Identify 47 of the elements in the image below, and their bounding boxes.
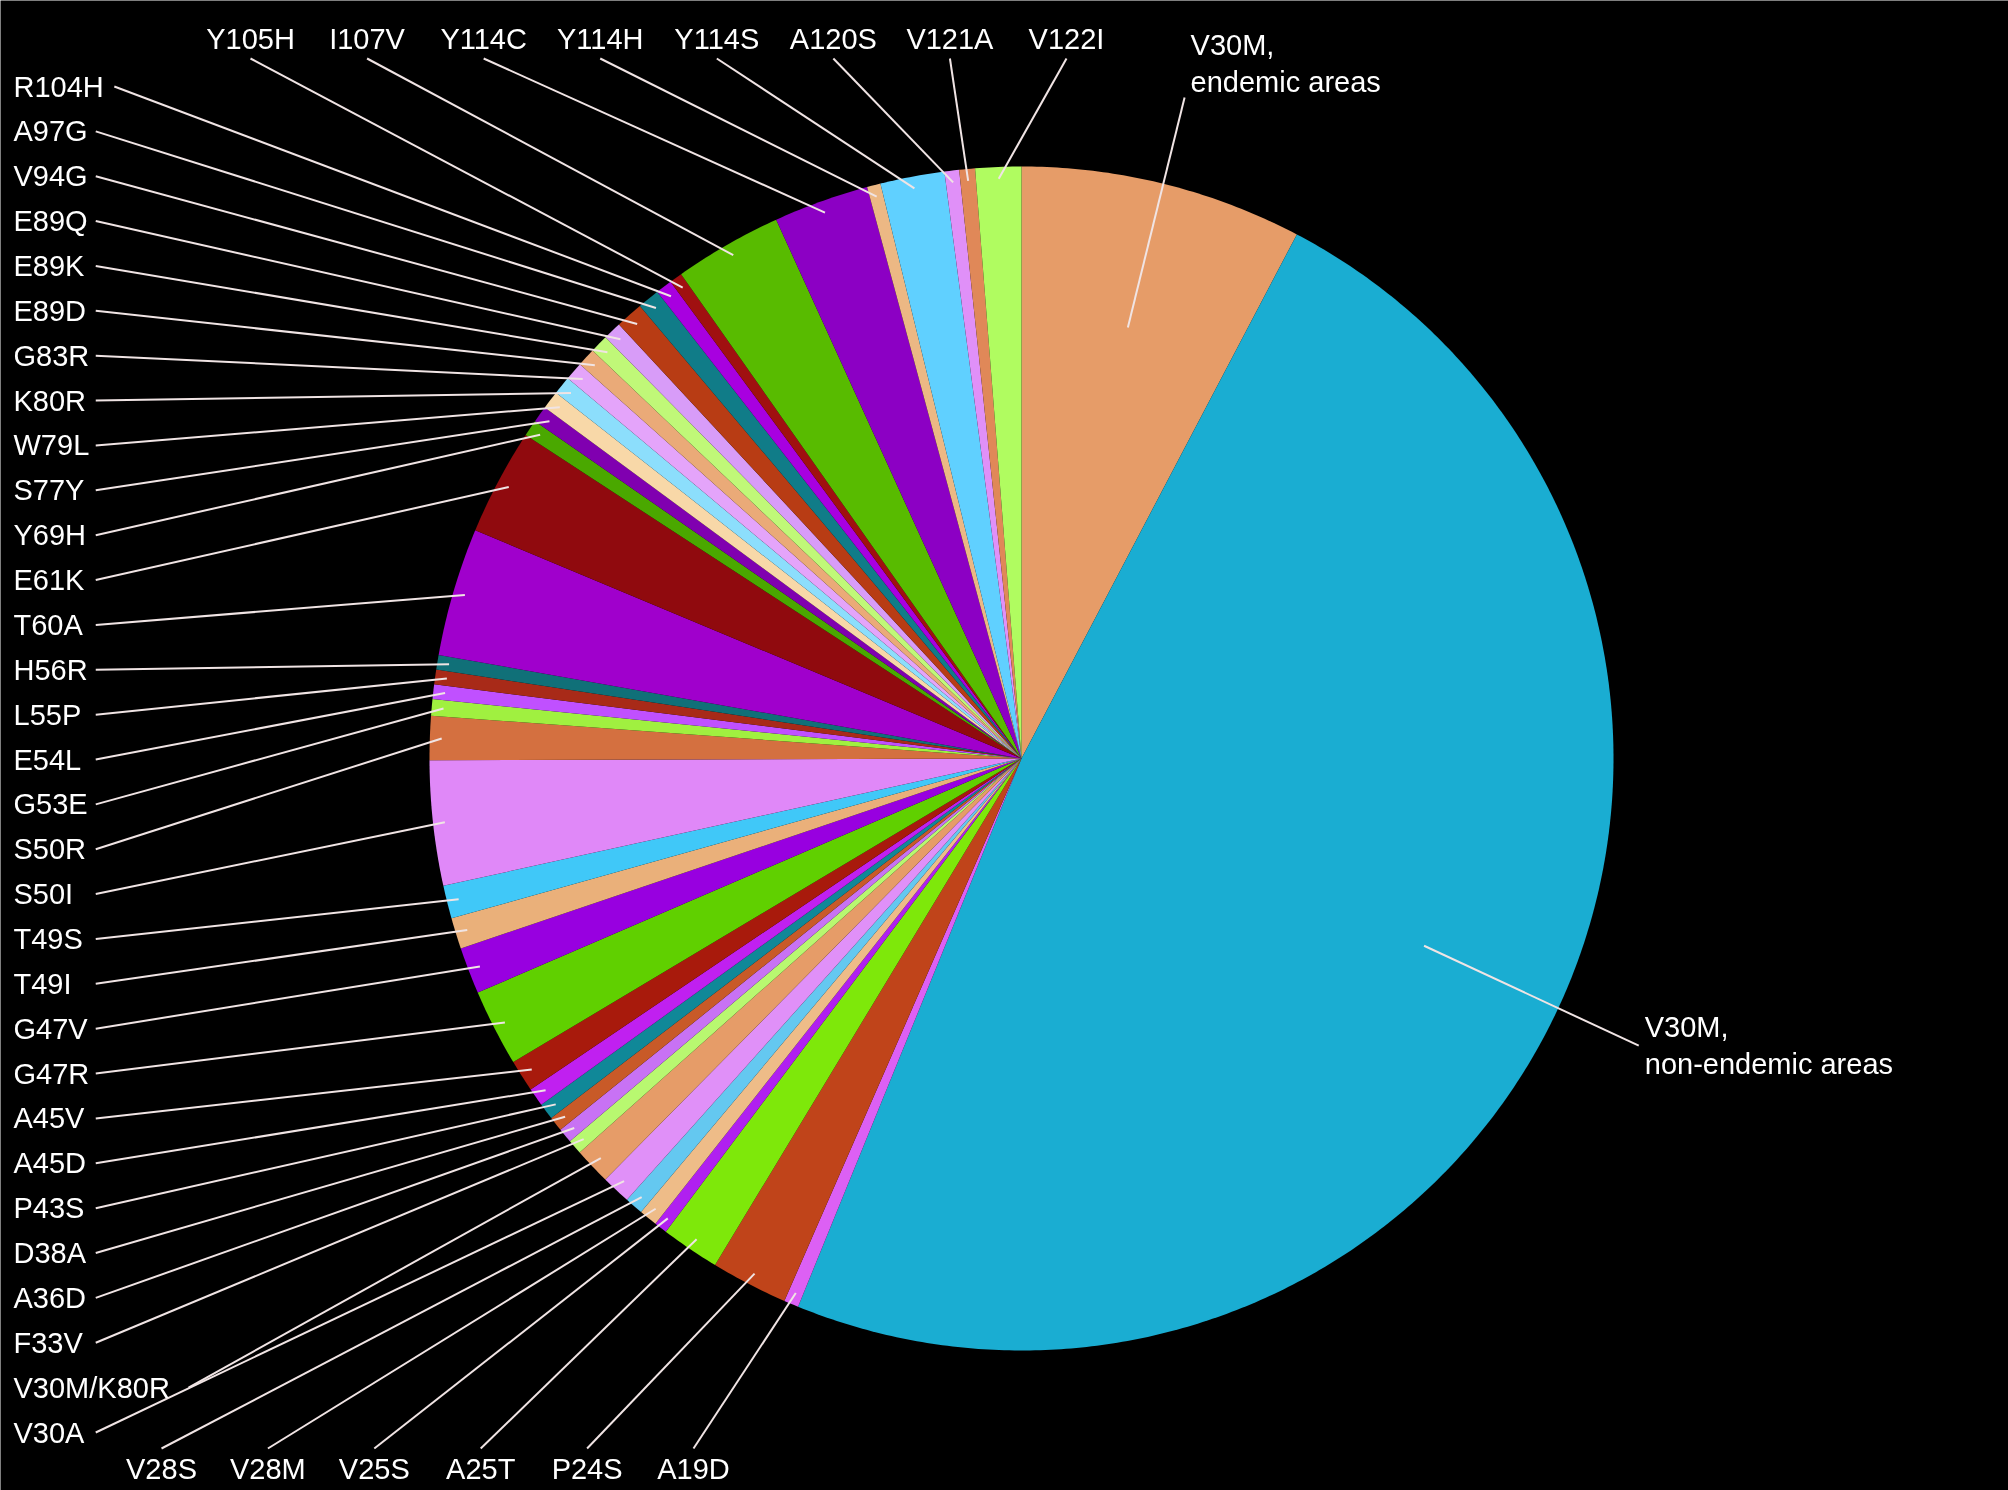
slice-label: G83R bbox=[13, 339, 90, 372]
slice-label: A45D bbox=[13, 1147, 87, 1180]
slice-label: E89Q bbox=[13, 205, 88, 238]
slice-label: T49I bbox=[13, 967, 72, 1000]
slice-label: E54L bbox=[13, 743, 82, 776]
slice-label: A120S bbox=[789, 22, 877, 55]
slice-label: I107V bbox=[329, 22, 406, 55]
slice-label: E89K bbox=[13, 249, 86, 282]
slice-label: Y69H bbox=[13, 519, 87, 552]
slice-label: S77Y bbox=[13, 474, 85, 507]
slice-label: Y105H bbox=[206, 22, 295, 55]
slice-label: D38A bbox=[13, 1237, 87, 1270]
slice-label: R104H bbox=[13, 70, 104, 103]
slice-label: S50I bbox=[13, 878, 74, 911]
slice-label: A36D bbox=[13, 1281, 87, 1314]
slice-label: A25T bbox=[446, 1452, 516, 1485]
slice-label: A45V bbox=[13, 1102, 86, 1135]
slice-label: P24S bbox=[551, 1452, 623, 1485]
slice-label: P43S bbox=[13, 1192, 85, 1225]
slice-label: E89D bbox=[13, 294, 87, 327]
slice-label: E61K bbox=[13, 564, 86, 597]
slice-label: Y114C bbox=[440, 22, 527, 55]
slice-label: S50R bbox=[13, 833, 87, 866]
slice-label: V30A bbox=[13, 1416, 86, 1449]
slice-label: V122I bbox=[1028, 22, 1105, 55]
slice-label: V30M, endemic areas bbox=[1190, 28, 1381, 98]
slice-label: V30M, non-endemic areas bbox=[1644, 1011, 1894, 1081]
slice-label: L55P bbox=[13, 698, 82, 731]
slice-label: Y114H bbox=[556, 22, 644, 55]
slice-label: V94G bbox=[13, 160, 88, 193]
slice-label: T49S bbox=[13, 922, 83, 955]
slice-label: F33V bbox=[13, 1326, 84, 1359]
slice-label: G47V bbox=[13, 1012, 89, 1045]
slice-label: V28S bbox=[126, 1452, 197, 1485]
slice-label: K80R bbox=[13, 384, 87, 417]
slice-label: G53E bbox=[13, 788, 88, 821]
slice-label: W79L bbox=[13, 429, 90, 462]
slice-label: G47R bbox=[13, 1057, 90, 1090]
slice-label: V121A bbox=[906, 22, 995, 55]
slice-label: V30M/K80R bbox=[13, 1371, 170, 1404]
slice-label: V28M bbox=[230, 1452, 306, 1485]
slice-label: Y114S bbox=[674, 22, 760, 55]
slice-label: V25S bbox=[338, 1452, 410, 1485]
slice-label: H56R bbox=[13, 653, 88, 686]
slice-label: A97G bbox=[13, 115, 88, 148]
slice-label: A19D bbox=[657, 1452, 730, 1485]
slice-label: T60A bbox=[13, 608, 84, 641]
